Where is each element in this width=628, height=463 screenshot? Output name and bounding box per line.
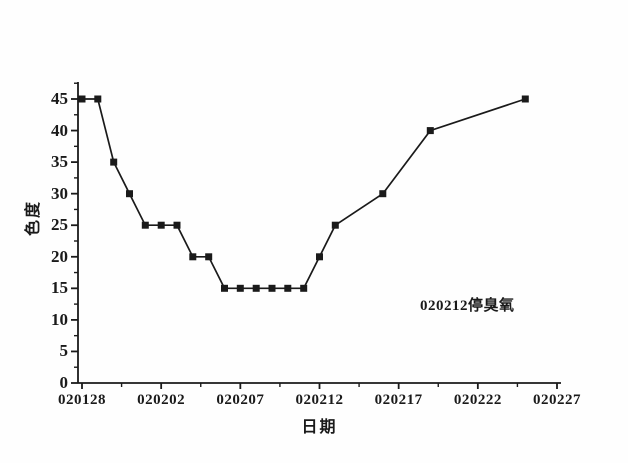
- y-tick-label: 20: [51, 246, 68, 266]
- y-tick-label: 40: [51, 120, 68, 140]
- y-tick-label: 30: [51, 183, 68, 203]
- data-point-marker: [300, 284, 308, 292]
- x-tick-label: 020227: [533, 392, 581, 408]
- x-tick-label: 020202: [137, 392, 186, 408]
- data-point-marker: [157, 221, 165, 229]
- data-point-marker: [78, 95, 86, 103]
- data-point-marker: [141, 221, 149, 229]
- data-point-marker: [521, 95, 529, 103]
- chart-annotation: 020212停臭氧: [420, 298, 515, 314]
- data-point-marker: [316, 253, 323, 261]
- x-tick-label: 020128: [58, 392, 106, 408]
- data-point-marker: [284, 284, 292, 292]
- y-tick-label: 10: [51, 309, 68, 329]
- data-point-marker: [126, 190, 133, 198]
- data-point-marker: [379, 190, 387, 198]
- data-point-marker: [331, 221, 339, 229]
- x-tick-label: 020207: [216, 392, 265, 408]
- series-line: [82, 98, 526, 290]
- x-tick-label: 020222: [453, 392, 502, 408]
- y-tick-label: 25: [51, 215, 68, 235]
- y-tick-label: 5: [59, 341, 69, 361]
- y-tick-label: 35: [51, 152, 68, 172]
- data-point-marker: [189, 253, 197, 261]
- y-tick-label: 15: [51, 278, 68, 298]
- data-point-marker: [268, 284, 276, 292]
- data-point-marker: [110, 158, 118, 166]
- x-tick-label: 020217: [374, 392, 423, 408]
- data-point-marker: [426, 127, 434, 135]
- data-point-marker: [173, 221, 181, 229]
- data-point-marker: [221, 284, 228, 292]
- y-tick-label: 45: [51, 89, 68, 108]
- data-point-marker: [205, 253, 213, 261]
- data-point-marker: [236, 284, 244, 292]
- x-axis-title: 日期: [301, 419, 338, 436]
- x-tick-label: 020212: [295, 392, 344, 408]
- y-tick-label: 0: [59, 373, 69, 392]
- data-point-marker: [94, 95, 102, 103]
- data-point-marker: [252, 284, 260, 292]
